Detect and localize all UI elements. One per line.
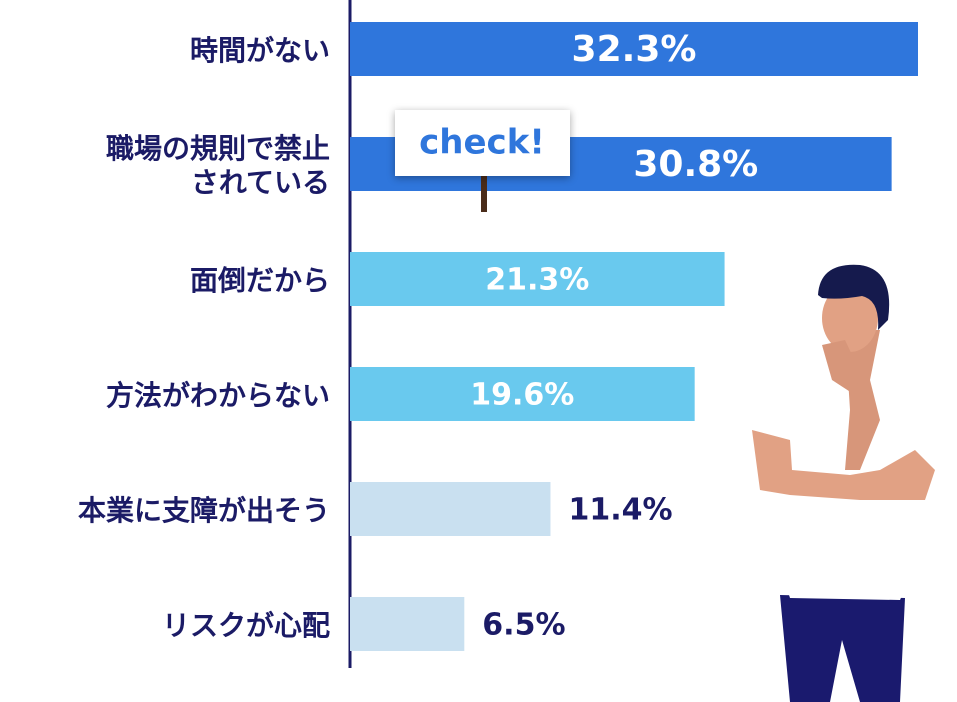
category-label: 面倒だから: [189, 264, 330, 297]
category-label: 本業に支障が出そう: [77, 494, 330, 527]
bar: [350, 597, 465, 651]
check-sign: check!: [395, 110, 570, 212]
bar: [350, 367, 695, 421]
value-label: 19.6%: [470, 378, 574, 413]
bar: [350, 482, 551, 536]
category-label: 方法がわからない: [105, 379, 330, 412]
value-label: 32.3%: [572, 29, 697, 70]
value-label: 21.3%: [485, 263, 589, 298]
value-label: 30.8%: [633, 144, 758, 185]
value-label: 6.5%: [482, 608, 565, 643]
bar: [350, 252, 725, 306]
category-label: リスクが心配: [161, 609, 330, 642]
person-illustration: [750, 264, 935, 702]
category-label: 職場の規則で禁止 されている: [105, 132, 330, 199]
bar: [350, 22, 918, 76]
annotation: check!: [419, 123, 545, 163]
category-label: 時間がない: [189, 34, 330, 67]
value-label: 11.4%: [568, 493, 672, 528]
